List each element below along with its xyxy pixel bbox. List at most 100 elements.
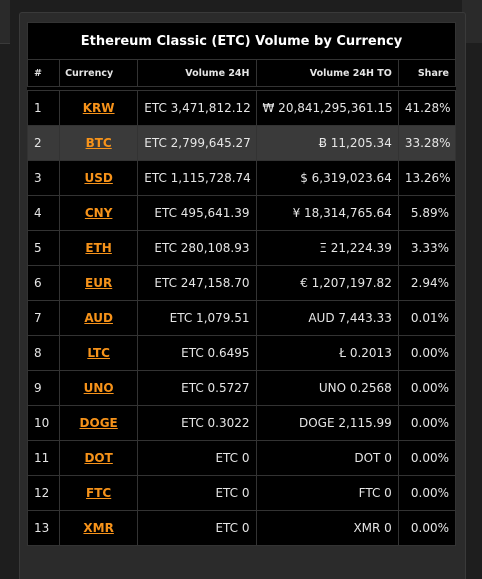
row-volume-24h-to: € 1,207,197.82: [255, 265, 399, 301]
row-volume-24h-to: XMR 0: [255, 510, 399, 546]
table-row[interactable]: 6 EUR ETC 247,158.70 € 1,207,197.82 2.94%: [26, 265, 457, 301]
currency-link[interactable]: AUD: [84, 311, 113, 325]
row-currency: BTC: [59, 125, 139, 161]
row-volume-24h: ETC 247,158.70: [137, 265, 257, 301]
row-volume-24h-to: Ƀ 11,205.34: [255, 125, 399, 161]
row-volume-24h: ETC 0: [137, 440, 257, 476]
row-share: 0.00%: [397, 335, 457, 371]
row-share: 0.00%: [397, 510, 457, 546]
row-rank: 9: [26, 370, 61, 406]
currency-link[interactable]: LTC: [87, 346, 110, 360]
currency-link[interactable]: EUR: [85, 276, 113, 290]
row-share: 0.00%: [397, 405, 457, 441]
table-row[interactable]: 4 CNY ETC 495,641.39 ¥ 18,314,765.64 5.89%: [26, 195, 457, 231]
row-volume-24h-to: DOGE 2,115.99: [255, 405, 399, 441]
row-share: 13.26%: [397, 160, 457, 196]
row-rank: 12: [26, 475, 61, 511]
row-volume-24h-to: DOT 0: [255, 440, 399, 476]
row-volume-24h: ETC 0.6495: [137, 335, 257, 371]
row-volume-24h-to: FTC 0: [255, 475, 399, 511]
row-currency: LTC: [59, 335, 139, 371]
row-share: 3.33%: [397, 230, 457, 266]
table-row[interactable]: 3 USD ETC 1,115,728.74 $ 6,319,023.64 13.26%: [26, 160, 457, 196]
row-currency: EUR: [59, 265, 139, 301]
currency-link[interactable]: BTC: [85, 136, 112, 150]
top-toolbar-fragment: [0, 0, 10, 44]
table-row[interactable]: 2 BTC ETC 2,799,645.27 Ƀ 11,205.34 33.28%: [26, 125, 457, 161]
row-volume-24h: ETC 0: [137, 510, 257, 546]
row-share: 41.28%: [397, 90, 457, 126]
table-row[interactable]: 1 KRW ETC 3,471,812.12 ₩ 20,841,295,361.15 4…: [26, 90, 457, 126]
header-divider: [27, 86, 456, 91]
currency-link[interactable]: CNY: [84, 206, 113, 220]
row-rank: 7: [26, 300, 61, 336]
table-row[interactable]: 12 FTC ETC 0 FTC 0 0.00%: [26, 475, 457, 511]
currency-link[interactable]: USD: [84, 171, 113, 185]
row-currency: USD: [59, 160, 139, 196]
row-rank: 11: [26, 440, 61, 476]
row-currency: AUD: [59, 300, 139, 336]
currency-link[interactable]: FTC: [86, 486, 112, 500]
row-share: 0.00%: [397, 475, 457, 511]
row-volume-24h: ETC 1,115,728.74: [137, 160, 257, 196]
table-row[interactable]: 10 DOGE ETC 0.3022 DOGE 2,115.99 0.00%: [26, 405, 457, 441]
row-currency: DOGE: [59, 405, 139, 441]
table-row[interactable]: 11 DOT ETC 0 DOT 0 0.00%: [26, 440, 457, 476]
row-rank: 8: [26, 335, 61, 371]
row-currency: XMR: [59, 510, 139, 546]
row-rank: 5: [26, 230, 61, 266]
row-share: 0.00%: [397, 370, 457, 406]
row-volume-24h-to: AUD 7,443.33: [255, 300, 399, 336]
currency-link[interactable]: UNO: [83, 381, 114, 395]
row-volume-24h: ETC 3,471,812.12: [137, 90, 257, 126]
row-rank: 13: [26, 510, 61, 546]
header-currency[interactable]: Currency: [59, 59, 139, 87]
row-share: 5.89%: [397, 195, 457, 231]
row-volume-24h-to: $ 6,319,023.64: [255, 160, 399, 196]
row-volume-24h: ETC 0: [137, 475, 257, 511]
row-rank: 10: [26, 405, 61, 441]
row-currency: KRW: [59, 90, 139, 126]
row-currency: DOT: [59, 440, 139, 476]
row-volume-24h-to: ₩ 20,841,295,361.15: [255, 90, 399, 126]
currency-link[interactable]: DOT: [84, 451, 113, 465]
row-rank: 2: [26, 125, 61, 161]
row-rank: 6: [26, 265, 61, 301]
table-row[interactable]: 8 LTC ETC 0.6495 Ł 0.2013 0.00%: [26, 335, 457, 371]
table-row[interactable]: 9 UNO ETC 0.5727 UNO 0.2568 0.00%: [26, 370, 457, 406]
row-rank: 4: [26, 195, 61, 231]
row-volume-24h: ETC 280,108.93: [137, 230, 257, 266]
table-row[interactable]: 7 AUD ETC 1,079.51 AUD 7,443.33 0.01%: [26, 300, 457, 336]
row-share: 2.94%: [397, 265, 457, 301]
row-volume-24h-to: Ł 0.2013: [255, 335, 399, 371]
table-row[interactable]: 13 XMR ETC 0 XMR 0 0.00%: [26, 510, 457, 546]
currency-link[interactable]: XMR: [83, 521, 114, 535]
header-volume-24h[interactable]: Volume 24H: [137, 59, 257, 87]
table-row[interactable]: 5 ETH ETC 280,108.93 Ξ 21,224.39 3.33%: [26, 230, 457, 266]
volume-by-currency-table: Ethereum Classic (ETC) Volume by Currenc…: [26, 22, 457, 546]
header-rank[interactable]: #: [26, 59, 61, 87]
header-share[interactable]: Share: [397, 59, 457, 87]
currency-link[interactable]: KRW: [82, 101, 115, 115]
row-currency: CNY: [59, 195, 139, 231]
table-title: Ethereum Classic (ETC) Volume by Currenc…: [27, 22, 456, 59]
row-currency: UNO: [59, 370, 139, 406]
top-toolbar-fragment-right: [462, 0, 482, 43]
currency-link[interactable]: ETH: [85, 241, 112, 255]
row-share: 0.01%: [397, 300, 457, 336]
row-volume-24h: ETC 0.5727: [137, 370, 257, 406]
currency-link[interactable]: DOGE: [79, 416, 118, 430]
row-rank: 3: [26, 160, 61, 196]
row-volume-24h: ETC 1,079.51: [137, 300, 257, 336]
row-share: 33.28%: [397, 125, 457, 161]
row-currency: FTC: [59, 475, 139, 511]
row-volume-24h-to: ¥ 18,314,765.64: [255, 195, 399, 231]
header-volume-24h-to[interactable]: Volume 24H TO: [255, 59, 399, 87]
row-share: 0.00%: [397, 440, 457, 476]
row-volume-24h: ETC 2,799,645.27: [137, 125, 257, 161]
row-volume-24h: ETC 495,641.39: [137, 195, 257, 231]
volume-table-container: Ethereum Classic (ETC) Volume by Currenc…: [26, 22, 457, 546]
table-body: 1 KRW ETC 3,471,812.12 ₩ 20,841,295,361.15 4…: [26, 90, 457, 546]
row-rank: 1: [26, 90, 61, 126]
row-currency: ETH: [59, 230, 139, 266]
